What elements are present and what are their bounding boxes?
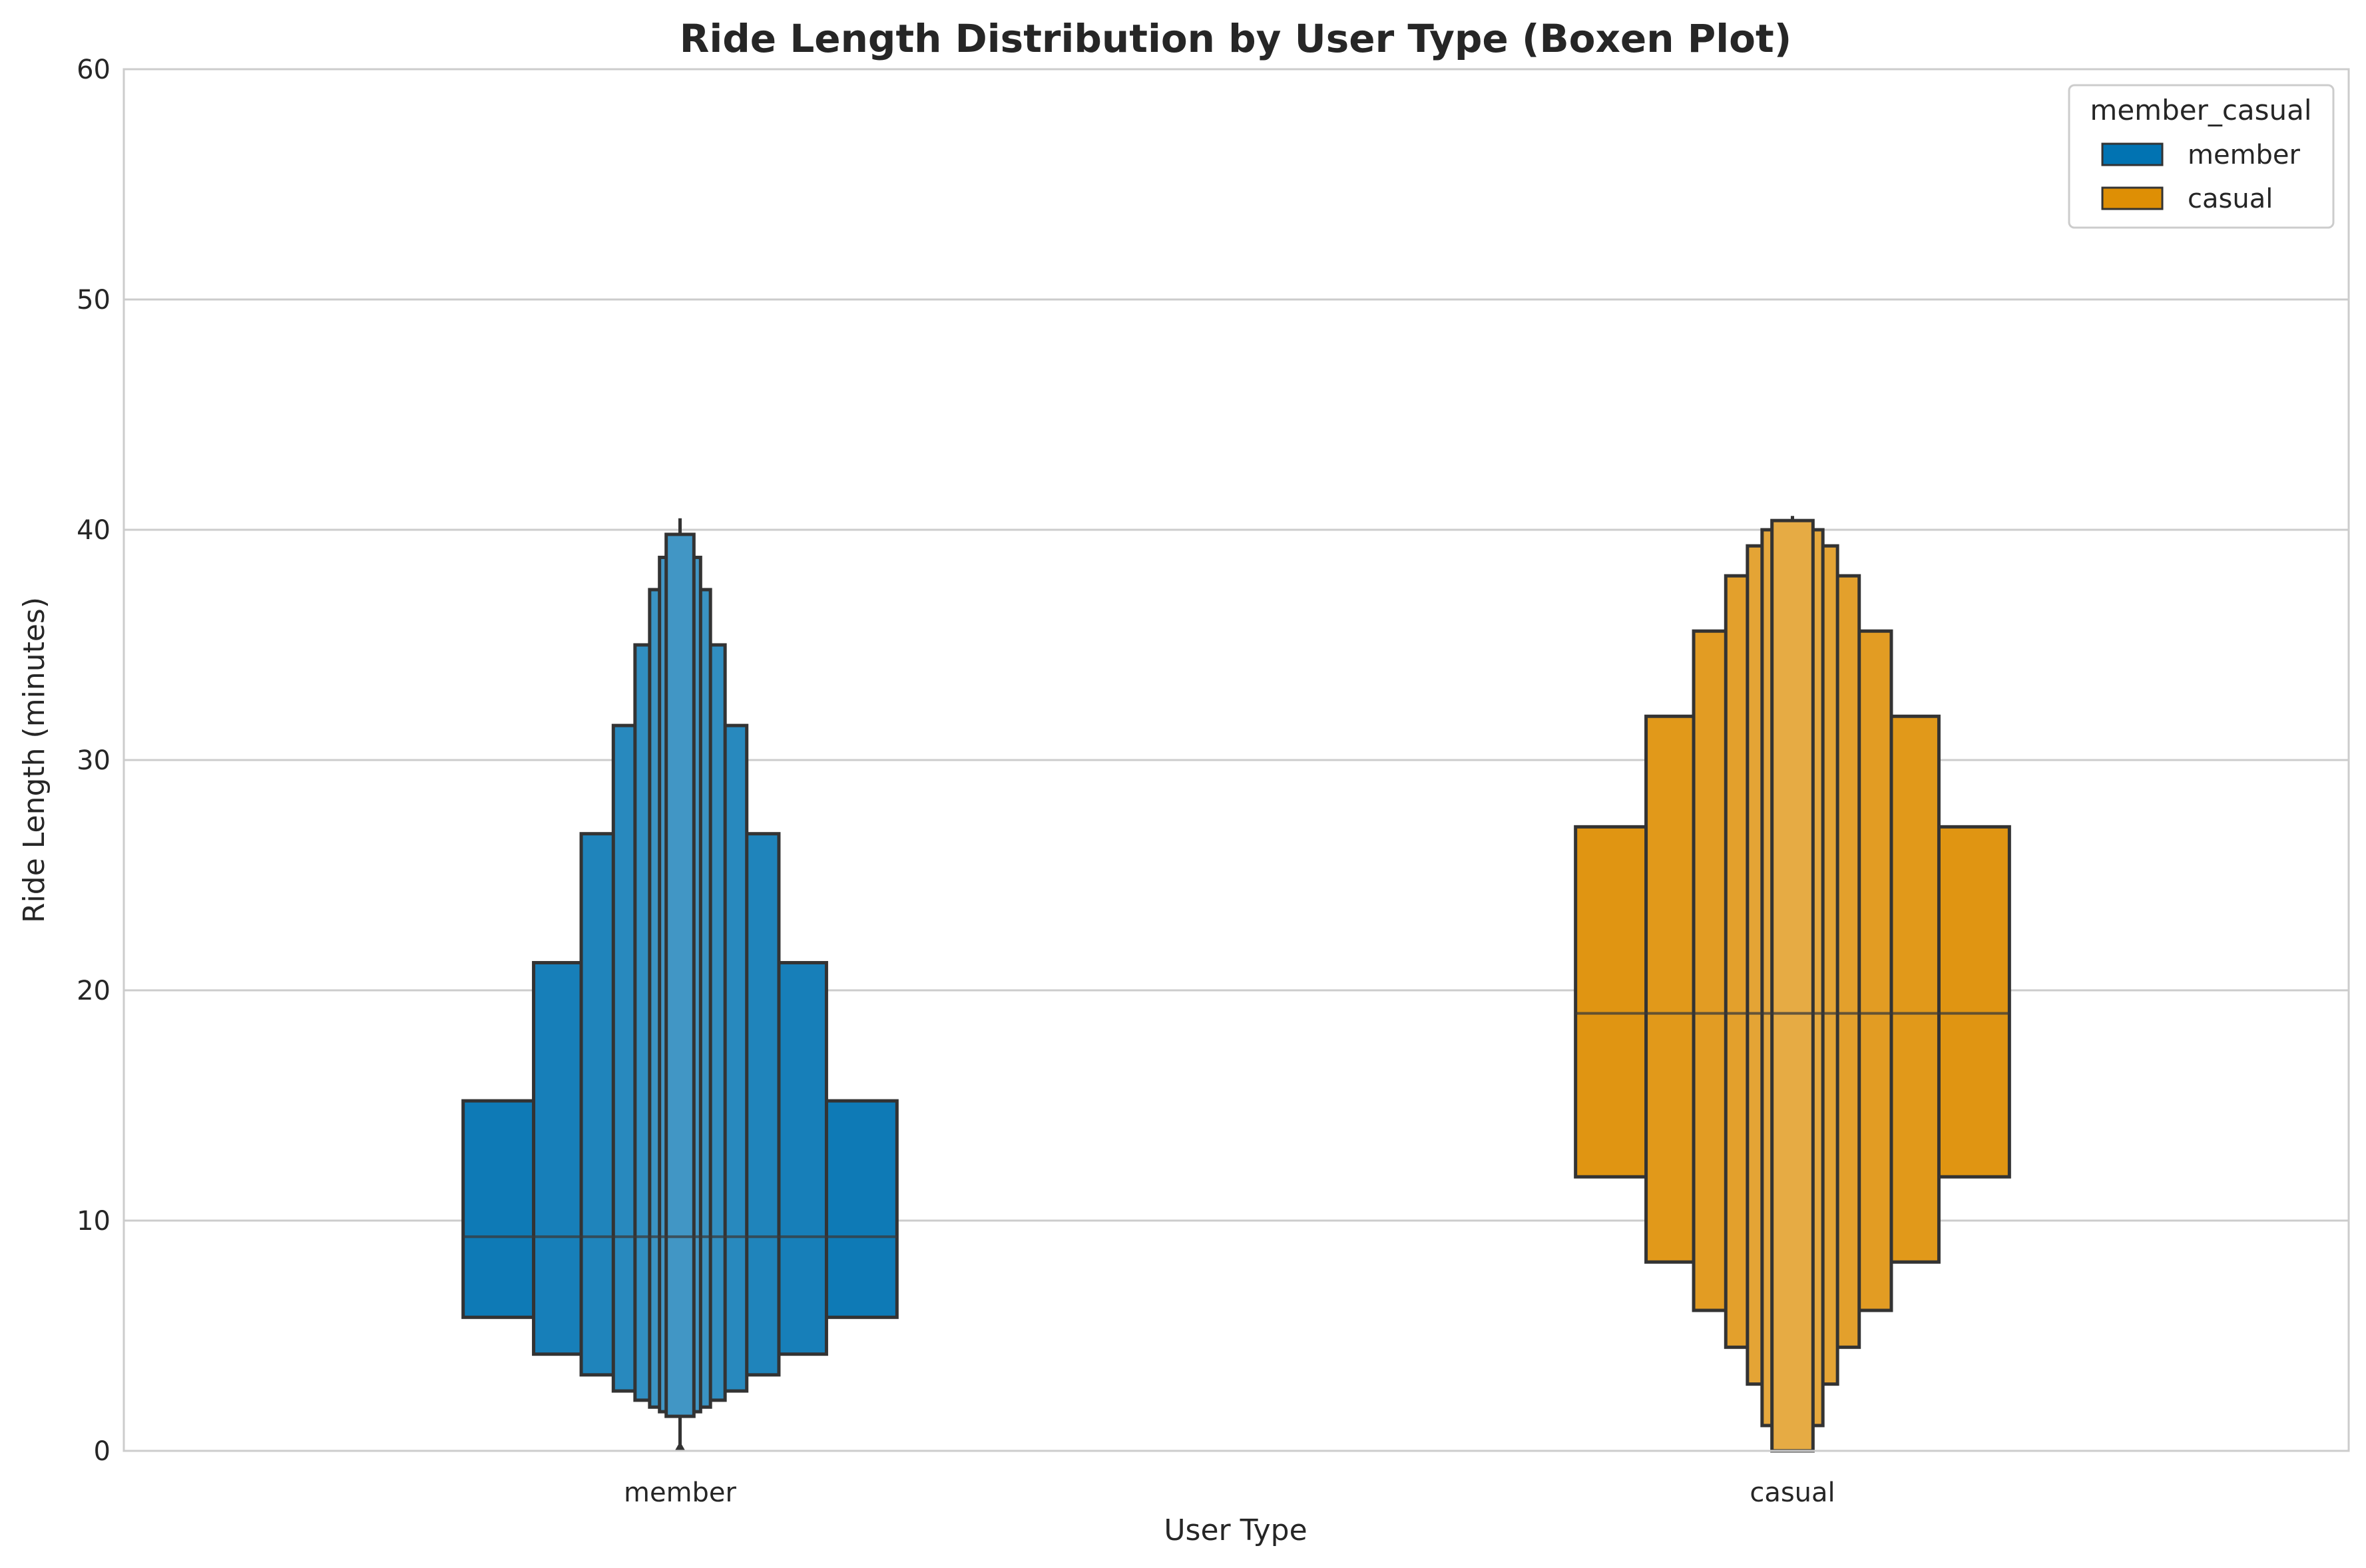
boxen-box-casual-level-7: [1770, 518, 1815, 1453]
boxen-outlier-marker-member: [674, 1442, 686, 1451]
chart-title: Ride Length Distribution by User Type (B…: [680, 16, 1791, 61]
legend: member_casual member casual: [2068, 84, 2335, 229]
legend-swatch-member: [2101, 142, 2164, 166]
y-tick-label-20: 20: [77, 976, 111, 1006]
boxen-group-member: [461, 518, 899, 1451]
boxen-series: [461, 516, 2011, 1453]
y-tick-label-0: 0: [94, 1436, 111, 1467]
y-tick-label-40: 40: [77, 515, 111, 546]
plot-frame: [122, 68, 2350, 1452]
y-tick-label-30: 30: [77, 745, 111, 776]
x-axis-label: User Type: [1164, 1513, 1307, 1547]
x-axis-ticks: member casual: [624, 1477, 1835, 1508]
x-tick-label-member: member: [624, 1477, 737, 1508]
y-axis-label: Ride Length (minutes): [17, 597, 51, 923]
legend-title: member_casual: [2090, 94, 2311, 126]
boxen-box-member-level-8: [664, 532, 696, 1418]
x-tick-label-casual: casual: [1750, 1477, 1835, 1508]
boxen-group-casual: [1574, 516, 2011, 1453]
y-tick-label-10: 10: [77, 1206, 111, 1237]
legend-label-casual: casual: [2188, 184, 2273, 214]
legend-swatch-casual: [2101, 186, 2164, 210]
y-tick-label-60: 60: [77, 55, 111, 85]
y-tick-label-50: 50: [77, 285, 111, 315]
legend-label-member: member: [2188, 140, 2301, 170]
y-axis-ticks: 0 10 20 30 40 50 60: [77, 55, 111, 1467]
